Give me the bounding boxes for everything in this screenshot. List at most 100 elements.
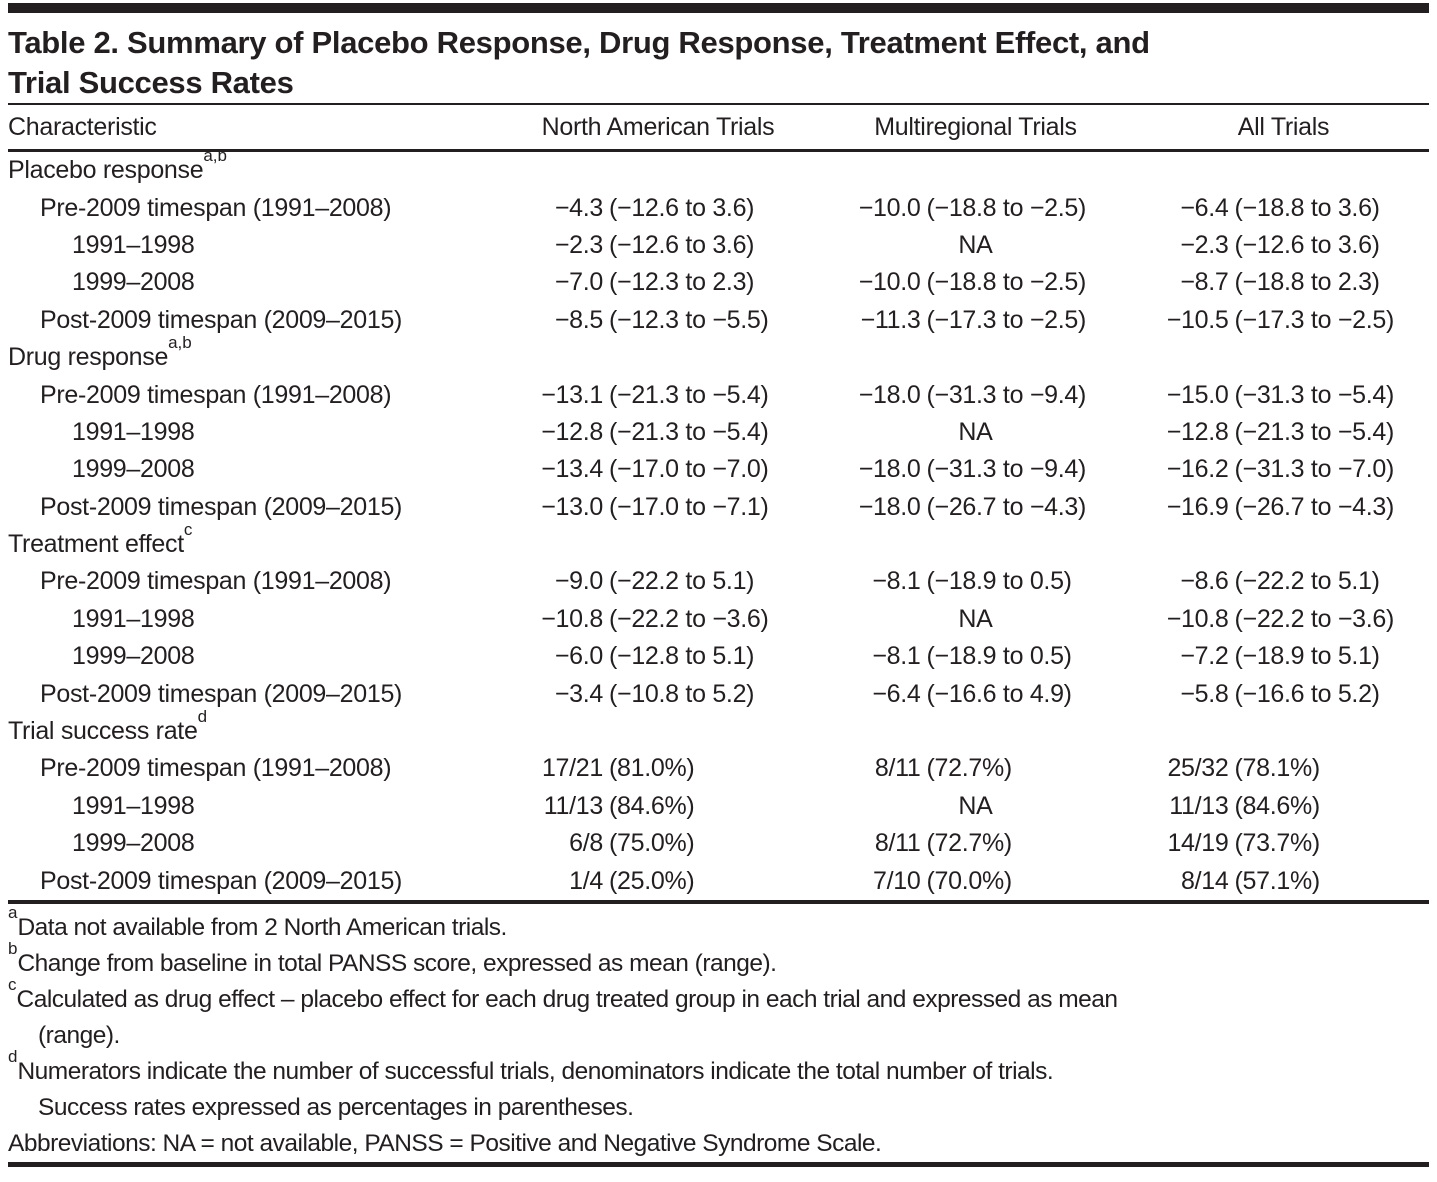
mean-value: 25/32 xyxy=(1167,754,1229,783)
value-block: −18.0 (−26.7 to −4.3) xyxy=(851,493,1101,522)
value-block: −13.4 (−17.0 to −7.0) xyxy=(533,455,783,484)
row-label: 1991–1998 xyxy=(72,791,195,820)
mean-value: 11/13 xyxy=(543,791,604,820)
range-value: (−12.3 to 2.3) xyxy=(609,268,755,297)
row-label: 1991–1998 xyxy=(72,230,195,259)
mean-value: −4.3 xyxy=(554,193,603,222)
mean-value: −18.0 xyxy=(858,380,921,409)
na-value: NA xyxy=(958,230,993,259)
cell-north-american-trials: −3.4 (−10.8 to 5.2) xyxy=(503,680,813,709)
cell-all-trials: −10.5 (−17.3 to −2.5) xyxy=(1138,306,1429,335)
range-value: (−16.6 to 4.9) xyxy=(926,679,1073,708)
cell-multiregional-trials: −8.1 (−18.9 to 0.5) xyxy=(813,567,1138,596)
value-block: 11/13 (84.6%) xyxy=(533,792,783,821)
range-value: (−12.6 to 3.6) xyxy=(1234,230,1381,259)
value-block: −12.8 (−21.3 to −5.4) xyxy=(533,418,783,447)
cell-north-american-trials: −8.5 (−12.3 to −5.5) xyxy=(503,306,813,335)
mean-value: −10.8 xyxy=(541,604,603,633)
mean-value: −5.8 xyxy=(1180,679,1229,708)
mean-value: −8.6 xyxy=(1180,567,1229,596)
mean-value: −8.1 xyxy=(872,642,921,671)
mean-value: −16.2 xyxy=(1166,455,1229,484)
range-value: (78.1%) xyxy=(1234,754,1321,783)
table-row: 1991–1998 −12.8 (−21.3 to −5.4) NA −12.8 (−21… xyxy=(8,414,1429,451)
value-block: 25/32 (78.1%) xyxy=(1159,754,1409,783)
range-value: (−12.8 to 5.1) xyxy=(609,642,755,671)
cell-north-american-trials: −4.3 (−12.6 to 3.6) xyxy=(503,194,813,223)
range-value: (−22.2 to 5.1) xyxy=(1234,567,1381,596)
row-label: 1999–2008 xyxy=(72,455,195,484)
footnote-marker: a,b xyxy=(168,332,192,352)
value-block: 14/19 (73.7%) xyxy=(1159,829,1409,858)
mean-value: −18.0 xyxy=(858,492,921,521)
mean-value: −2.3 xyxy=(1180,230,1229,259)
mean-value: −8.7 xyxy=(1180,268,1229,297)
value-block: −3.4 (−10.8 to 5.2) xyxy=(533,680,783,709)
section-row: Treatment effectc xyxy=(8,519,1429,563)
range-value: (−26.7 to −4.3) xyxy=(1234,492,1395,521)
value-block: −2.3 (−12.6 to 3.6) xyxy=(1159,231,1409,260)
cell-multiregional-trials: −18.0 (−26.7 to −4.3) xyxy=(813,493,1138,522)
range-value: (−10.8 to 5.2) xyxy=(609,679,755,708)
value-block: −15.0 (−31.3 to −5.4) xyxy=(1159,381,1409,410)
cell-multiregional-trials: −18.0 (−31.3 to −9.4) xyxy=(813,455,1138,484)
cell-multiregional-trials: −10.0 (−18.8 to −2.5) xyxy=(813,194,1138,223)
cell-multiregional-trials: 8/11 (72.7%) xyxy=(813,829,1138,858)
cell-north-american-trials: 17/21 (81.0%) xyxy=(503,754,813,783)
row-label: 1999–2008 xyxy=(72,268,195,297)
table-title-line-1: Table 2. Summary of Placebo Response, Dr… xyxy=(8,25,1150,60)
cell-all-trials: −8.6 (−22.2 to 5.1) xyxy=(1138,567,1429,596)
value-block: −6.4 (−18.8 to 3.6) xyxy=(1159,194,1409,223)
value-block: −9.0 (−22.2 to 5.1) xyxy=(533,567,783,596)
range-value: (−21.3 to −5.4) xyxy=(1234,417,1395,446)
footnote-a: aData not available from 2 North America… xyxy=(8,902,507,941)
mean-value: −7.0 xyxy=(554,268,603,297)
value-block: −8.6 (−22.2 to 5.1) xyxy=(1159,567,1409,596)
footnote-marker: b xyxy=(8,938,18,958)
cell-multiregional-trials: NA xyxy=(813,418,1138,447)
top-rule xyxy=(8,3,1429,13)
table-row: 1999–2008 −13.4 (−17.0 to −7.0) −18.0 (−31.3… xyxy=(8,451,1429,488)
row-label: Pre-2009 timespan (1991–2008) xyxy=(40,380,392,409)
range-value: (−22.2 to −3.6) xyxy=(1234,604,1395,633)
value-block: −13.0 (−17.0 to −7.1) xyxy=(533,493,783,522)
row-label: 1999–2008 xyxy=(72,829,195,858)
value-block: 8/14 (57.1%) xyxy=(1159,867,1409,896)
mean-value: 8/11 xyxy=(874,829,921,858)
range-value: (−18.8 to −2.5) xyxy=(926,193,1087,222)
value-block: −7.0 (−12.3 to 2.3) xyxy=(533,268,783,297)
range-value: (−18.8 to 3.6) xyxy=(1234,193,1381,222)
range-value: (73.7%) xyxy=(1234,829,1321,858)
row-label: Post-2009 timespan (2009–2015) xyxy=(40,305,403,334)
value-block: 17/21 (81.0%) xyxy=(533,754,783,783)
table-row: Pre-2009 timespan (1991–2008) −4.3 (−12.6 … xyxy=(8,189,1429,226)
cell-all-trials: −10.8 (−22.2 to −3.6) xyxy=(1138,605,1429,634)
value-block: −7.2 (−18.9 to 5.1) xyxy=(1159,642,1409,671)
range-value: (−31.3 to −9.4) xyxy=(926,455,1087,484)
range-value: (−26.7 to −4.3) xyxy=(926,492,1087,521)
table-row: Pre-2009 timespan (1991–2008) 17/21 (81.0%… xyxy=(8,750,1429,787)
cell-all-trials: 11/13 (84.6%) xyxy=(1138,792,1429,821)
value-block: −5.8 (−16.6 to 5.2) xyxy=(1159,680,1409,709)
cell-all-trials: −12.8 (−21.3 to −5.4) xyxy=(1138,418,1429,447)
cell-north-american-trials: 6/8 (75.0%) xyxy=(503,829,813,858)
table-row: 1991–1998 11/13 (84.6%) NA 11/13 (84.6%) xyxy=(8,788,1429,825)
cell-north-american-trials: −13.0 (−17.0 to −7.1) xyxy=(503,493,813,522)
mean-value: −7.2 xyxy=(1180,642,1229,671)
mean-value: −12.8 xyxy=(1166,417,1229,446)
cell-all-trials: −15.0 (−31.3 to −5.4) xyxy=(1138,381,1429,410)
row-label: 1991–1998 xyxy=(72,417,195,446)
range-value: (−31.3 to −9.4) xyxy=(926,380,1087,409)
range-value: (−17.0 to −7.1) xyxy=(609,492,769,521)
section-label: Treatment effectc xyxy=(8,519,193,559)
value-block: 8/11 (72.7%) xyxy=(851,754,1101,783)
cell-north-american-trials: −9.0 (−22.2 to 5.1) xyxy=(503,567,813,596)
footnote-continuation: (range). xyxy=(38,1021,120,1049)
range-value: (70.0%) xyxy=(926,866,1013,895)
value-block: −13.1 (−21.3 to −5.4) xyxy=(533,381,783,410)
mean-value: −18.0 xyxy=(858,455,921,484)
range-value: (84.6%) xyxy=(609,791,695,820)
mean-value: −15.0 xyxy=(1166,380,1229,409)
range-value: (75.0%) xyxy=(609,829,695,858)
range-value: (72.7%) xyxy=(926,754,1013,783)
